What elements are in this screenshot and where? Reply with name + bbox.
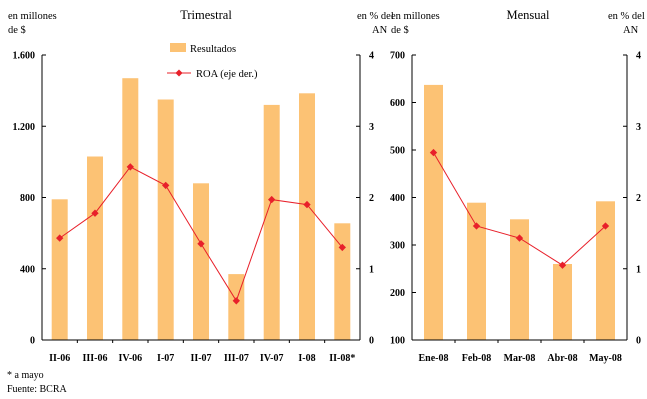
category-label: I-08 bbox=[298, 353, 315, 364]
category-label: II-06 bbox=[49, 353, 70, 364]
legend-bar-label: Resultados bbox=[190, 44, 236, 55]
right-axis-unit-label: en % del bbox=[608, 11, 645, 22]
roa-point-Feb-08 bbox=[472, 222, 481, 230]
left-tick-label: 500 bbox=[390, 146, 405, 157]
right-axis-unit-label: AN bbox=[372, 25, 388, 36]
right-axis-unit-label: AN bbox=[623, 25, 639, 36]
bar-I-08 bbox=[299, 93, 315, 340]
left-axis-unit-label: en millones bbox=[391, 11, 440, 22]
bar-IV-07 bbox=[263, 104, 280, 341]
bar-Feb-08 bbox=[467, 202, 486, 340]
right-tick-label: 2 bbox=[636, 193, 641, 204]
roa-point-II-07 bbox=[197, 240, 205, 248]
left-tick-label: 400 bbox=[20, 264, 35, 275]
category-label: Mar-08 bbox=[504, 353, 536, 364]
right-axis-unit-label: en % del bbox=[357, 11, 394, 22]
legend-line-marker bbox=[175, 69, 183, 77]
right-tick-label: 0 bbox=[369, 336, 374, 347]
quarterly-chart: Trimestral en millones de $ en % del AN 0 400 8… bbox=[8, 8, 394, 364]
category-label: Ene-08 bbox=[419, 353, 449, 364]
left-tick-label: 200 bbox=[390, 288, 405, 299]
category-label: III-07 bbox=[224, 353, 249, 364]
right-tick-label: 3 bbox=[636, 122, 641, 133]
right-tick-label: 0 bbox=[636, 336, 641, 347]
roa-point-I-07 bbox=[162, 181, 170, 190]
roa-point-Mar-08 bbox=[515, 234, 524, 242]
left-axis-unit-label: de $ bbox=[391, 25, 409, 36]
left-tick-label: 1.600 bbox=[13, 51, 36, 62]
left-tick-label: 400 bbox=[390, 193, 405, 204]
left-tick-label: 800 bbox=[20, 193, 35, 204]
roa-point-IV-07 bbox=[268, 195, 276, 204]
category-label: II-08* bbox=[329, 353, 355, 364]
chart-title: Mensual bbox=[506, 8, 550, 22]
left-tick-label: 100 bbox=[390, 336, 405, 347]
right-tick-label: 3 bbox=[369, 122, 374, 133]
right-tick-label: 1 bbox=[636, 264, 641, 275]
category-label: IV-07 bbox=[260, 353, 284, 364]
bar-III-06 bbox=[87, 156, 103, 340]
right-tick-label: 2 bbox=[369, 193, 374, 204]
legend: Resultados ROA (eje der.) bbox=[167, 43, 258, 80]
bar-Ene-08 bbox=[424, 84, 443, 341]
footnotes: * a mayo Fuente: BCRA bbox=[7, 370, 68, 395]
category-label: IV-06 bbox=[118, 353, 142, 364]
roa-point-I-08 bbox=[303, 200, 311, 209]
roa-point-May-08 bbox=[601, 222, 610, 230]
roa-point-Abr-08 bbox=[558, 261, 567, 269]
right-tick-label: 4 bbox=[369, 51, 374, 62]
left-tick-label: 0 bbox=[30, 336, 35, 347]
roa-point-Ene-08 bbox=[429, 148, 438, 157]
bar-II-07 bbox=[193, 183, 209, 341]
left-tick-label: 300 bbox=[390, 241, 405, 252]
category-label: II-07 bbox=[190, 353, 211, 364]
left-axis-unit-label: de $ bbox=[8, 25, 26, 36]
left-tick-label: 700 bbox=[390, 51, 405, 62]
bar-May-08 bbox=[596, 201, 615, 340]
category-label: Abr-08 bbox=[547, 353, 577, 364]
bar-Abr-08 bbox=[553, 264, 572, 340]
bar-II-06 bbox=[51, 199, 68, 340]
bar-II-08* bbox=[334, 223, 351, 340]
footnote-source: Fuente: BCRA bbox=[7, 384, 68, 395]
bar-Mar-08 bbox=[510, 219, 529, 340]
legend-line-label: ROA (eje der.) bbox=[196, 69, 258, 80]
left-tick-label: 1.200 bbox=[13, 122, 36, 133]
left-tick-label: 600 bbox=[390, 98, 405, 109]
category-label: III-06 bbox=[82, 353, 107, 364]
legend-bar-swatch bbox=[170, 43, 186, 52]
roa-point-III-06 bbox=[91, 209, 99, 217]
chart-title: Trimestral bbox=[180, 8, 232, 22]
category-label: May-08 bbox=[589, 353, 622, 364]
footnote-asterisk: * a mayo bbox=[7, 370, 44, 381]
bar-I-07 bbox=[157, 99, 174, 340]
bar-IV-06 bbox=[122, 78, 139, 340]
category-label: I-07 bbox=[157, 353, 174, 364]
right-tick-label: 4 bbox=[636, 51, 641, 62]
right-tick-label: 1 bbox=[369, 264, 374, 275]
left-axis-unit-label: en millones bbox=[8, 11, 57, 22]
roa-point-II-06 bbox=[56, 234, 64, 242]
category-label: Feb-08 bbox=[462, 353, 491, 364]
